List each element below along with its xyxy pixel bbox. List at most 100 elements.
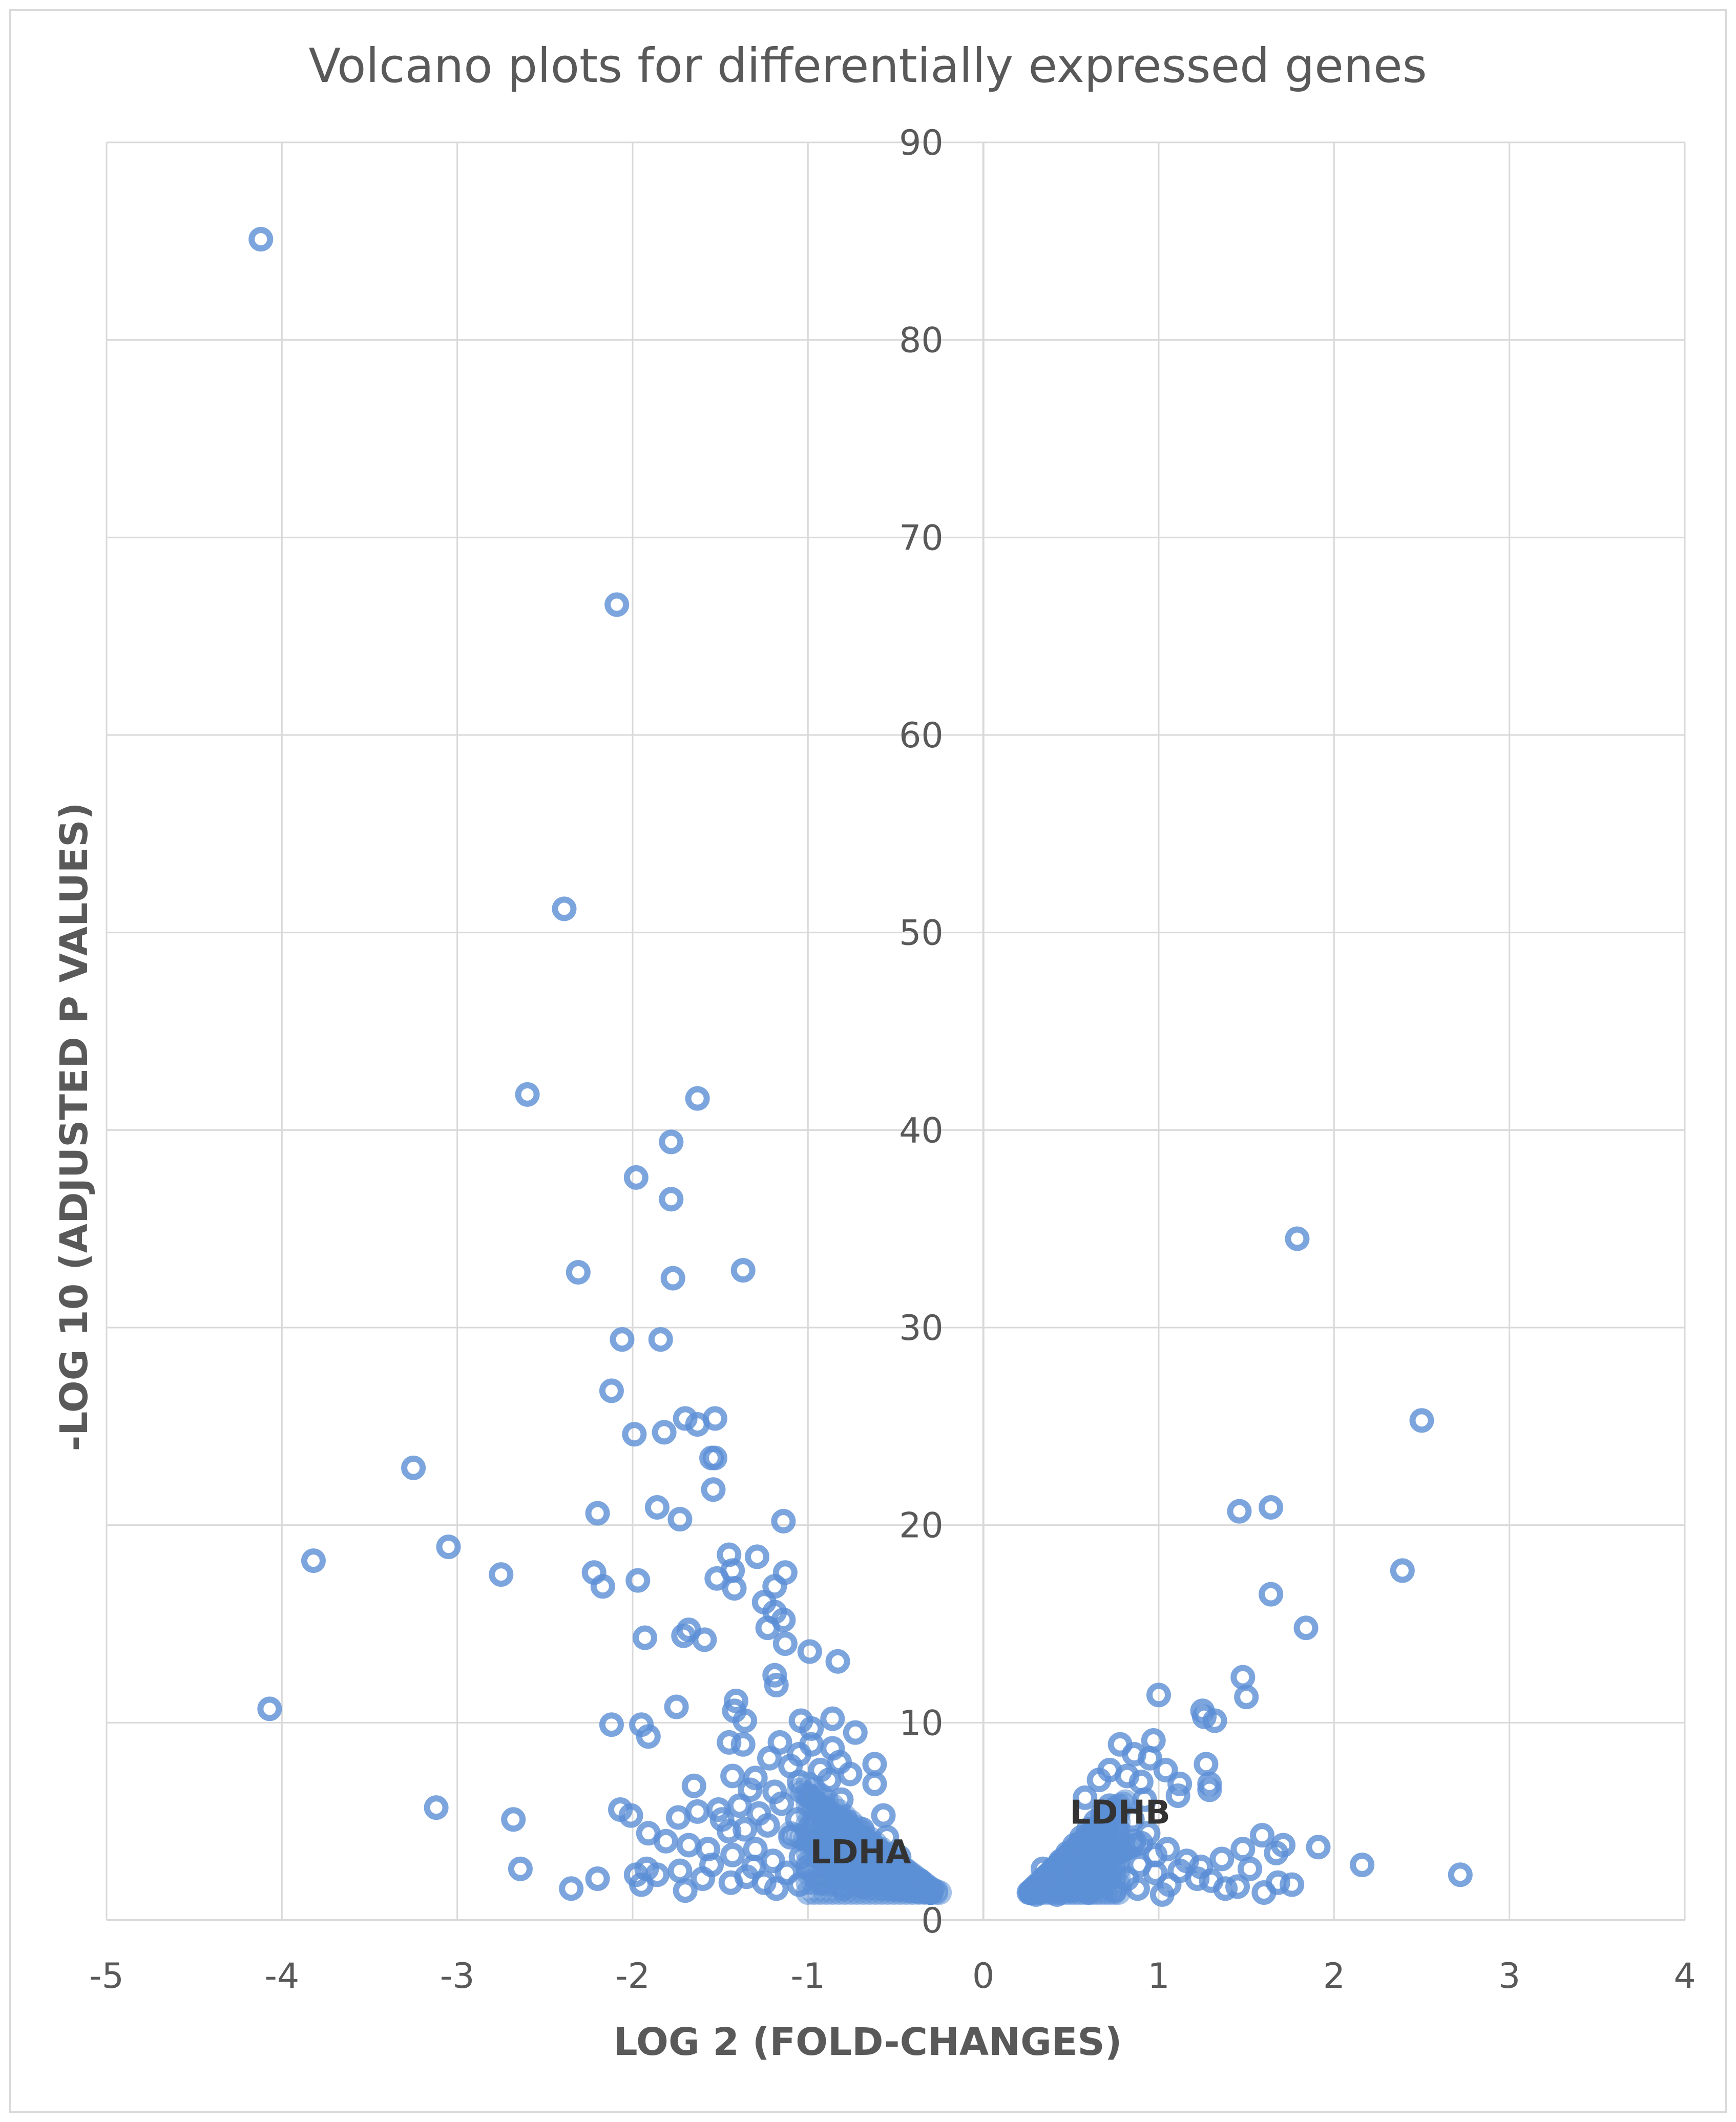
data-point: [797, 1783, 822, 1809]
gridlines: [106, 141, 1686, 1920]
data-point: [559, 1876, 584, 1901]
data-point: [1194, 1752, 1219, 1777]
data-point: [723, 1688, 748, 1713]
data-point: [769, 1791, 794, 1816]
data-point: [1448, 1862, 1473, 1887]
y-tick-label: 90: [899, 123, 944, 163]
data-point: [666, 1805, 691, 1830]
data-point: [843, 1720, 868, 1745]
gene-label: LDHA: [810, 1834, 911, 1872]
data-point: [871, 1803, 896, 1828]
data-point: [1234, 1685, 1259, 1710]
data-point: [599, 1378, 624, 1403]
data-point: [811, 1837, 836, 1862]
data-point: [599, 1712, 624, 1737]
y-tick-label: 30: [899, 1308, 944, 1349]
data-point: [1249, 1823, 1274, 1848]
data-point: [681, 1773, 706, 1798]
data-point: [1149, 1882, 1175, 1907]
data-point: [1227, 1499, 1252, 1524]
data-point: [841, 1856, 866, 1881]
data-point: [829, 1787, 854, 1812]
data-point: [722, 1576, 747, 1601]
x-tick-label: 4: [1674, 1956, 1696, 1997]
data-point: [1128, 1831, 1154, 1856]
data-point: [778, 1825, 803, 1850]
data-point: [552, 896, 577, 921]
data-point: [1167, 1771, 1193, 1796]
data-point: [1031, 1856, 1056, 1881]
data-point: [862, 1771, 887, 1796]
data-point: [1238, 1856, 1263, 1881]
data-point: [1259, 1582, 1284, 1607]
data-point: [887, 1844, 912, 1869]
data-point: [424, 1795, 449, 1820]
data-point: [1225, 1874, 1250, 1899]
data-point: [838, 1761, 863, 1787]
data-point: [248, 226, 274, 251]
data-point: [667, 1507, 693, 1532]
data-point: [1137, 1746, 1162, 1771]
data-point: [489, 1562, 514, 1587]
data-point: [1209, 1846, 1235, 1872]
data-point: [671, 1623, 696, 1648]
x-axis-title: LOG 2 (FOLD-CHANGES): [614, 2020, 1122, 2064]
data-point: [797, 1639, 822, 1664]
data-point: [755, 1813, 780, 1838]
data-point: [1293, 1615, 1319, 1641]
data-point: [1167, 1858, 1193, 1883]
data-point: [755, 1615, 780, 1641]
data-point: [1090, 1829, 1115, 1854]
zero-axes: [107, 142, 1685, 1921]
data-point: [1192, 1704, 1217, 1729]
data-point: [913, 1874, 938, 1899]
data-point: [1285, 1226, 1310, 1251]
y-tick-label: 40: [899, 1110, 944, 1151]
data-point: [1230, 1665, 1256, 1690]
chart-title: Volcano plots for differentially express…: [308, 38, 1427, 93]
data-point: [787, 1872, 812, 1897]
data-point: [743, 1766, 768, 1791]
data-point: [692, 1627, 717, 1652]
data-point: [1165, 1783, 1190, 1809]
x-tick-label: 2: [1323, 1956, 1345, 1997]
data-point: [717, 1730, 742, 1755]
x-tick-label: -1: [790, 1956, 825, 1997]
data-point: [501, 1807, 526, 1832]
y-tick-label: 20: [899, 1506, 944, 1546]
data-point: [1153, 1757, 1178, 1782]
data-point: [301, 1548, 326, 1573]
data-point: [257, 1696, 282, 1721]
data-point: [604, 592, 630, 617]
data-point: [704, 1566, 729, 1591]
data-point: [659, 1187, 684, 1212]
y-tick-label: 10: [899, 1703, 944, 1743]
data-point: [1199, 1868, 1224, 1893]
data-point: [757, 1746, 782, 1771]
data-point: [685, 1799, 710, 1824]
data-point: [825, 1649, 850, 1674]
data-point: [1125, 1876, 1150, 1901]
data-point: [508, 1856, 533, 1881]
data-point: [1104, 1817, 1129, 1842]
data-point: [733, 1708, 758, 1733]
data-point: [632, 1625, 657, 1650]
data-point: [1044, 1882, 1070, 1907]
y-tick-label: 80: [899, 321, 944, 361]
x-tick-label: 3: [1498, 1956, 1520, 1997]
data-point: [1132, 1787, 1157, 1812]
x-tick-label: 0: [972, 1956, 994, 1997]
data-point: [1259, 1495, 1284, 1520]
data-point: [1197, 1777, 1222, 1802]
data-point: [629, 1872, 654, 1897]
data-point: [730, 1732, 756, 1757]
data-point: [644, 1495, 670, 1520]
data-point: [772, 1631, 798, 1656]
data-point: [685, 1086, 710, 1111]
data-point: [764, 1673, 789, 1698]
data-point: [1076, 1880, 1101, 1905]
data-point: [1264, 1840, 1289, 1865]
data-point: [1062, 1848, 1087, 1874]
